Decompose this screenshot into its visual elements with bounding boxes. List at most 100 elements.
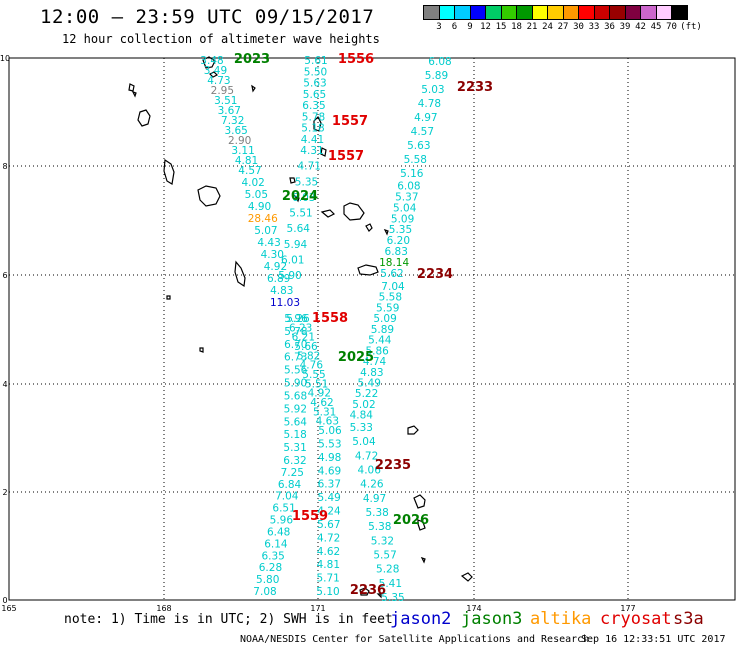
scale-label: 21 bbox=[526, 22, 538, 32]
wave-height-value: 4.83 bbox=[360, 367, 383, 379]
wave-height-value: 7.04 bbox=[381, 281, 405, 293]
wave-height-value: 4.06 bbox=[358, 465, 382, 477]
x-axis-label: 174 bbox=[466, 604, 481, 613]
wave-height-value: 5.49 bbox=[317, 492, 340, 504]
axis-labels: 165 168 171 174 177 10 8 6 4 2 0 bbox=[0, 54, 636, 613]
wave-height-value: 5.51 bbox=[305, 378, 328, 390]
wave-height-value: 6.03 bbox=[292, 192, 315, 204]
scale-label: 27 bbox=[557, 22, 569, 32]
wave-height-value: 5.58 bbox=[379, 292, 402, 304]
wave-height-value: 4.57 bbox=[411, 126, 434, 138]
scale-label: 15 bbox=[495, 22, 507, 32]
pass-time-label: 2023 bbox=[234, 52, 270, 67]
scale-swatch bbox=[562, 5, 579, 20]
wave-height-value: 2.90 bbox=[228, 135, 251, 147]
wave-height-value: 4.02 bbox=[241, 177, 264, 189]
wave-height-value: 5.96 bbox=[284, 313, 308, 325]
wave-height-value: 4.41 bbox=[301, 134, 324, 146]
island-outline bbox=[460, 572, 473, 582]
wave-height-value: 4.92 bbox=[264, 261, 287, 273]
pass-time-label: 1556 bbox=[338, 52, 374, 67]
wave-height-value: 5.64 bbox=[287, 223, 311, 235]
wave-height-value: 6.14 bbox=[264, 538, 288, 550]
pass-time-label: 2234 bbox=[417, 267, 453, 282]
map-subtitle: 12 hour collection of altimeter wave hei… bbox=[62, 32, 380, 46]
wave-height-value: 4.76 bbox=[300, 360, 324, 372]
wave-height-value: 5.06 bbox=[318, 425, 342, 437]
pass-time-label: 2233 bbox=[457, 80, 493, 95]
pass-time-label: 1557 bbox=[328, 149, 364, 164]
wave-height-value: 5.16 bbox=[400, 168, 424, 180]
wave-height-value: 5.44 bbox=[368, 335, 392, 347]
scale-swatch bbox=[640, 5, 657, 20]
wave-height-value: 5.55 bbox=[302, 369, 325, 381]
wave-height-value: 5.68 bbox=[284, 390, 307, 402]
wave-height-value: 6.35 bbox=[261, 550, 284, 562]
island-outline bbox=[137, 109, 151, 127]
wave-height-value: 4.63 bbox=[316, 416, 339, 428]
scale-label: 6 bbox=[451, 22, 458, 32]
wave-height-value: 4.81 bbox=[235, 155, 258, 167]
wave-height-value: 5.92 bbox=[284, 403, 307, 415]
wave-height-value: 5.31 bbox=[283, 442, 306, 454]
wave-height-value: 18.14 bbox=[379, 257, 409, 269]
island-outline bbox=[313, 115, 322, 132]
wave-height-value: 7.08 bbox=[253, 586, 276, 598]
wave-height-value: 6.08 bbox=[397, 180, 420, 192]
wave-height-value: 6.35 bbox=[302, 100, 325, 112]
y-axis-label: 10 bbox=[0, 54, 10, 63]
wave-height-value: 5.37 bbox=[395, 191, 418, 203]
island-outline bbox=[197, 185, 221, 207]
wave-height-value: 4.57 bbox=[238, 165, 261, 177]
wave-height-value: 6.32 bbox=[283, 455, 306, 467]
pass-time-label: 2235 bbox=[375, 458, 411, 473]
wave-height-value: 5.51 bbox=[289, 208, 312, 220]
wave-height-value: 5.71 bbox=[316, 573, 339, 585]
island-outline bbox=[359, 587, 370, 596]
wave-height-value: 5.31 bbox=[313, 406, 336, 418]
wave-height-value: 6.23 bbox=[289, 322, 312, 334]
x-axis-label: 171 bbox=[310, 604, 325, 613]
scale-label: 39 bbox=[619, 22, 631, 32]
wave-height-value: 3.67 bbox=[218, 105, 241, 117]
wave-height-value: 5.28 bbox=[376, 564, 399, 576]
scale-label: 36 bbox=[604, 22, 615, 32]
wave-height-value: 5.56 bbox=[284, 365, 308, 377]
scale-swatch bbox=[500, 5, 517, 20]
wave-height-value: 4.43 bbox=[257, 237, 280, 249]
wave-height-value: 4.69 bbox=[318, 465, 341, 477]
credit-text: NOAA/NESDIS Center for Satellite Applica… bbox=[240, 634, 590, 645]
wave-height-value: 4.97 bbox=[363, 493, 386, 505]
island-outline bbox=[383, 228, 389, 236]
wave-height-value: 5.78 bbox=[302, 111, 325, 123]
scale-label: 3 bbox=[436, 22, 442, 32]
wave-height-value: 5.09 bbox=[373, 313, 396, 325]
wave-height-value: 4.84 bbox=[350, 410, 374, 422]
wave-height-value: 4.90 bbox=[248, 201, 271, 213]
wave-height-value: 5.63 bbox=[303, 78, 326, 90]
island-outline bbox=[376, 593, 382, 599]
wave-height-value: 5.59 bbox=[376, 302, 399, 314]
pass-time-label: 1557 bbox=[332, 114, 368, 129]
wave-height-value: 6.83 bbox=[385, 246, 408, 258]
wave-height-value: 5.22 bbox=[355, 388, 378, 400]
scale-label: 24 bbox=[542, 22, 553, 32]
footer-note: note: 1) Time is in UTC; 2) SWH is in fe… bbox=[64, 612, 393, 627]
y-axis-label: 6 bbox=[2, 271, 7, 280]
wave-height-value: 3.11 bbox=[231, 145, 254, 157]
pass-time-label: 1559 bbox=[292, 509, 328, 524]
scale-swatch bbox=[485, 5, 502, 20]
island-outline bbox=[128, 83, 135, 92]
wave-height-value: 6.89 bbox=[267, 273, 290, 285]
y-axis-label: 4 bbox=[2, 380, 7, 389]
wave-height-value: 4.31 bbox=[300, 145, 323, 157]
wave-height-value: 4.30 bbox=[261, 249, 284, 261]
wave-height-value: 5.03 bbox=[421, 84, 444, 96]
island-outline bbox=[413, 494, 426, 509]
wave-height-value: 4.24 bbox=[317, 506, 341, 518]
wave-height-value: 5.05 bbox=[245, 189, 268, 201]
wave-height-value: 6.84 bbox=[278, 479, 302, 491]
scale-swatch bbox=[438, 5, 455, 20]
scale-swatch bbox=[578, 5, 595, 20]
